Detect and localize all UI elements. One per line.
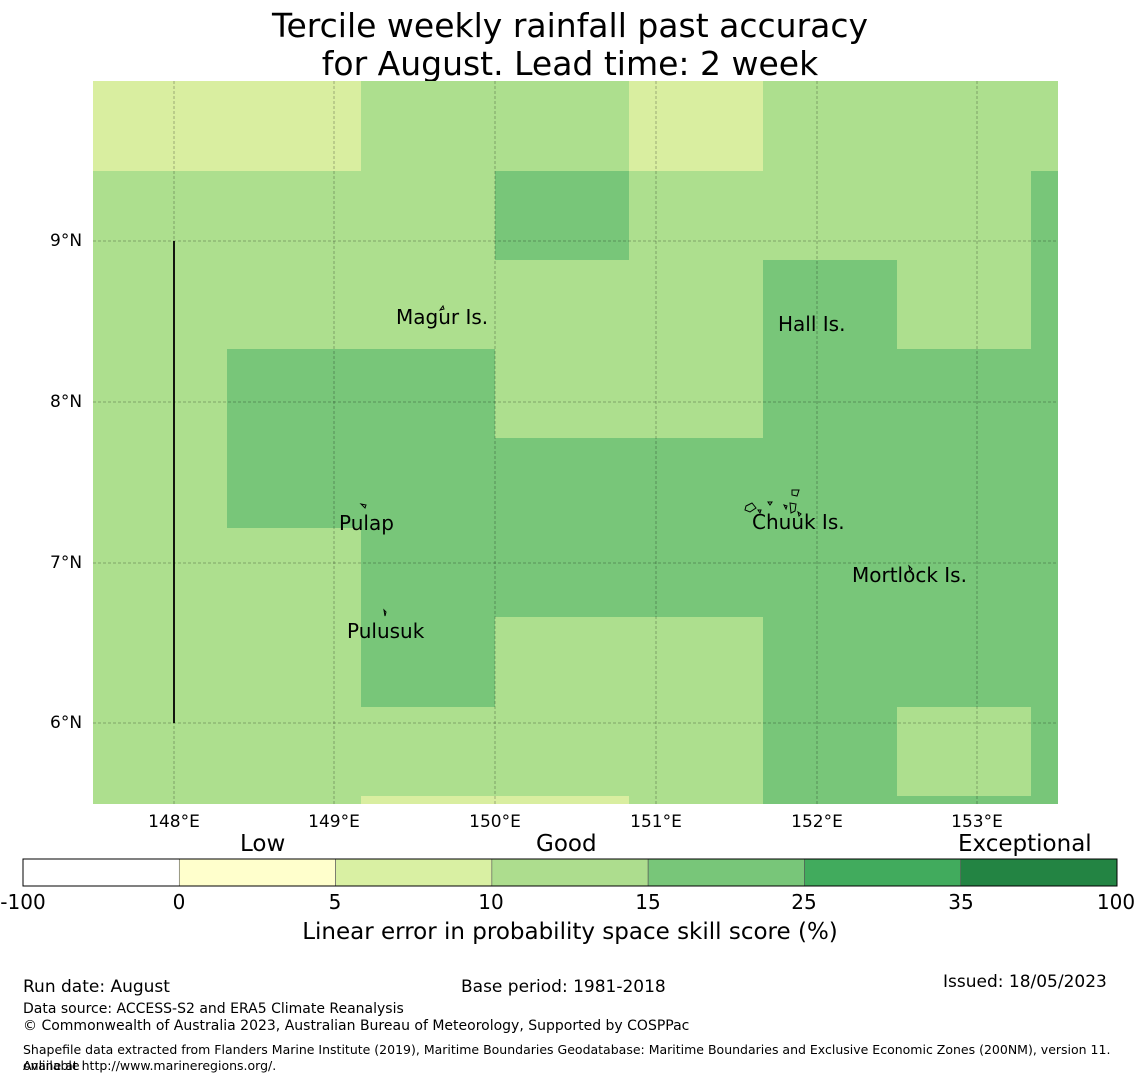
island-outlines bbox=[359, 304, 913, 617]
graticule bbox=[93, 81, 1058, 804]
category-exceptional: Exceptional bbox=[958, 831, 1092, 857]
colorbar-segment bbox=[647, 858, 805, 887]
shapefile-credit-1: Shapefile data extracted from Flanders M… bbox=[23, 1042, 1111, 1073]
colorbar-tick: 0 bbox=[172, 890, 186, 914]
colorbar-title: Linear error in probability space skill … bbox=[302, 919, 838, 945]
lon-label: 150°E bbox=[469, 812, 521, 832]
title-line-1: Tercile weekly rainfall past accuracy bbox=[271, 6, 869, 45]
data-source: Data source: ACCESS-S2 and ERA5 Climate … bbox=[23, 1001, 404, 1017]
category-good: Good bbox=[536, 831, 597, 857]
place-label: Hall Is. bbox=[778, 312, 846, 336]
lon-label: 149°E bbox=[308, 812, 360, 832]
colorbar-segment bbox=[335, 858, 493, 887]
lon-label: 152°E bbox=[791, 812, 843, 832]
colorbar-tick: 5 bbox=[328, 890, 342, 914]
island-mortlock bbox=[908, 564, 913, 573]
skill-cells bbox=[93, 81, 1058, 804]
lat-label: 6°N bbox=[50, 713, 83, 733]
map-cell bbox=[361, 528, 495, 707]
title-line-2: for August. Lead time: 2 week bbox=[321, 44, 819, 83]
copyright: © Commonwealth of Australia 2023, Austra… bbox=[23, 1018, 690, 1034]
place-label: Pulap bbox=[339, 511, 394, 535]
map-cell bbox=[93, 81, 361, 171]
map-cell bbox=[495, 171, 629, 260]
map-cell bbox=[227, 349, 495, 528]
colorbar-tick: 25 bbox=[791, 890, 817, 914]
island-pulusuk bbox=[383, 608, 387, 617]
lon-label: 153°E bbox=[951, 812, 1003, 832]
place-label: Pulusuk bbox=[347, 619, 425, 643]
map-cell bbox=[361, 796, 629, 804]
island-pulap bbox=[359, 503, 367, 509]
place-label: Mortlock Is. bbox=[852, 563, 967, 587]
map-cell bbox=[629, 81, 763, 171]
colorbar-tick: 100 bbox=[1096, 890, 1136, 914]
colorbar-segment bbox=[491, 858, 649, 887]
shapefile-credit-2: online at http://www.marineregions.org/. bbox=[23, 1058, 277, 1073]
colorbar-tick: 15 bbox=[635, 890, 661, 914]
place-label: Chuuk Is. bbox=[752, 510, 845, 534]
map-cell bbox=[495, 438, 763, 617]
place-label: Magur Is. bbox=[396, 305, 489, 329]
colorbar-segment bbox=[22, 858, 180, 887]
lat-label: 8°N bbox=[50, 392, 83, 412]
colorbar-segment bbox=[178, 858, 336, 887]
map-cell bbox=[763, 260, 897, 804]
issued-date: Issued: 18/05/2023 bbox=[943, 972, 1107, 992]
lat-label: 7°N bbox=[50, 553, 83, 573]
colorbar-tick: 35 bbox=[948, 890, 974, 914]
colorbar-segment bbox=[804, 858, 962, 887]
map-cell bbox=[897, 707, 1031, 796]
colorbar-tick: -100 bbox=[0, 890, 46, 914]
lat-label: 9°N bbox=[50, 231, 83, 251]
island-chuuk bbox=[744, 489, 802, 517]
category-low: Low bbox=[240, 831, 286, 857]
colorbar-segment bbox=[960, 858, 1118, 887]
colorbar-frame bbox=[22, 858, 1118, 887]
island-magur bbox=[438, 304, 445, 311]
base-period: Base period: 1981-2018 bbox=[461, 977, 666, 997]
run-date: Run date: August bbox=[23, 977, 170, 997]
colorbar-tick: 10 bbox=[478, 890, 504, 914]
lon-label: 151°E bbox=[630, 812, 682, 832]
lon-label: 148°E bbox=[148, 812, 200, 832]
